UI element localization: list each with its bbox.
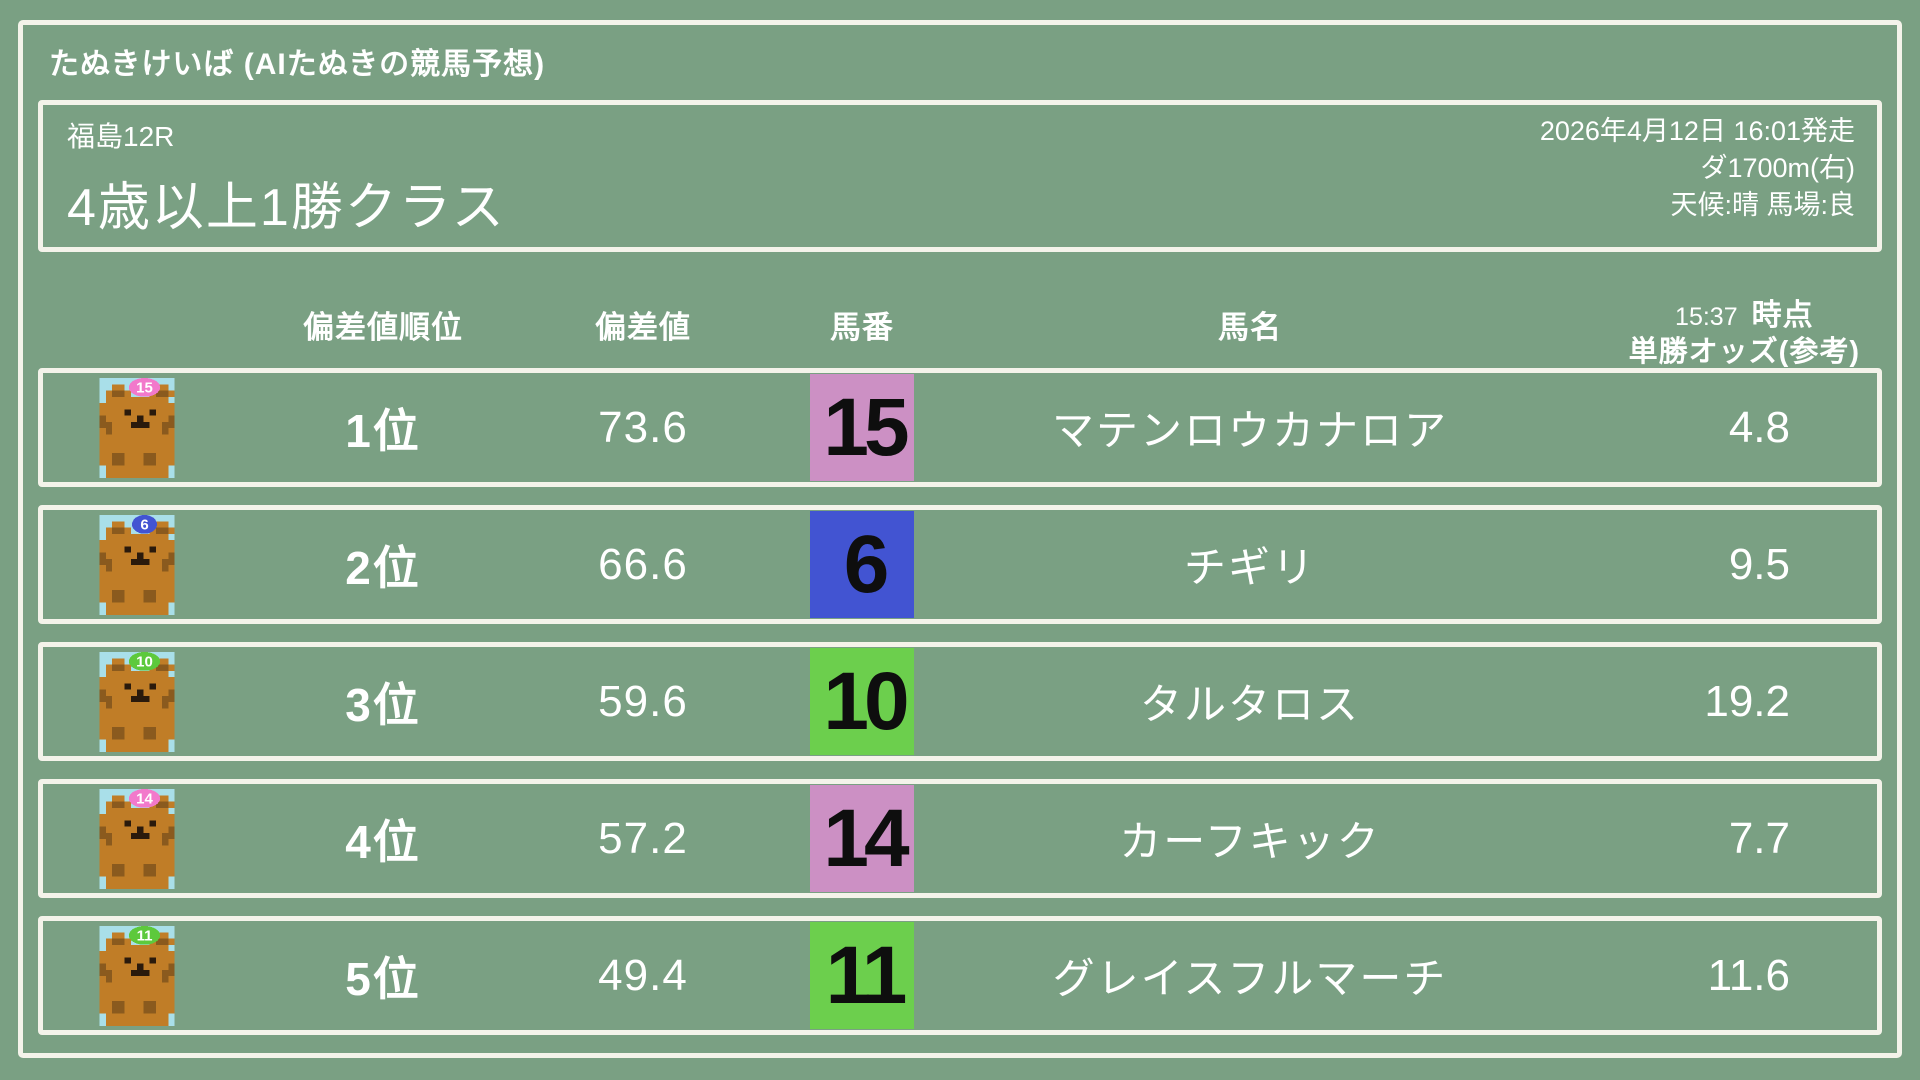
horse-number-box: 10 [810, 648, 914, 755]
odds-time-suffix: 時点 [1751, 299, 1814, 332]
svg-text:10: 10 [136, 653, 153, 670]
header-name: 馬名 [1218, 310, 1282, 345]
race-datetime: 2026年4月12日 16:01発走 [1539, 116, 1855, 146]
avatar-cell: 10 [43, 647, 193, 756]
header-rank: 偏差値順位 [303, 310, 463, 345]
prediction-table: 15 1位 73.6 15 マテンロウカナロア 4.8 6 2位 66.6 6 … [38, 368, 1882, 1035]
number-cell: 10 [713, 648, 1011, 755]
horse-name: マテンロウカナロア [1051, 407, 1448, 454]
horse-name: チギリ [1183, 544, 1316, 591]
header-odds: 15:37 時点 単勝オッズ(参考) [1489, 297, 1874, 370]
svg-text:15: 15 [136, 379, 153, 396]
tanuki-avatar-icon: 6 [97, 514, 177, 615]
header-odds-label: 単勝オッズ(参考) [1628, 336, 1860, 368]
odds-value: 11.6 [1707, 950, 1790, 1000]
race-info-box: 福島12R 4歳以上1勝クラス 2026年4月12日 16:01発走 ダ1700… [38, 100, 1882, 252]
table-header: 偏差値順位 偏差値 馬番 馬名 15:37 時点 単勝オッズ(参考) [38, 297, 1882, 370]
prediction-row: 6 2位 66.6 6 チギリ 9.5 [38, 505, 1882, 624]
rank-label: 1位 [345, 404, 421, 457]
tanuki-avatar-icon: 11 [97, 925, 177, 1026]
horse-number-box: 14 [810, 785, 914, 892]
number-cell: 14 [713, 785, 1011, 892]
svg-text:14: 14 [136, 790, 153, 807]
score-value: 73.6 [598, 402, 688, 452]
odds-value: 19.2 [1704, 676, 1790, 726]
tanuki-avatar-icon: 10 [97, 651, 177, 752]
odds-timestamp: 15:37 [1675, 303, 1738, 331]
prediction-row: 11 5位 49.4 11 グレイスフルマーチ 11.6 [38, 916, 1882, 1035]
horse-name: カーフキック [1119, 818, 1381, 865]
score-value: 66.6 [598, 539, 688, 589]
race-info-right: 2026年4月12日 16:01発走 ダ1700m(右) 天候:晴 馬場:良 [1540, 113, 1855, 224]
number-cell: 11 [713, 922, 1011, 1029]
horse-number-box: 15 [810, 374, 914, 481]
prediction-row: 14 4位 57.2 14 カーフキック 7.7 [38, 779, 1882, 898]
rank-label: 5位 [345, 952, 421, 1005]
tanuki-avatar-icon: 15 [97, 377, 177, 478]
prediction-row: 15 1位 73.6 15 マテンロウカナロア 4.8 [38, 368, 1882, 487]
horse-number-box: 6 [810, 511, 914, 618]
avatar-cell: 14 [43, 784, 193, 893]
horse-name: タルタロス [1139, 681, 1360, 728]
race-name: 4歳以上1勝クラス [67, 179, 506, 237]
rank-label: 4位 [345, 815, 421, 868]
race-info-left: 福島12R 4歳以上1勝クラス [67, 115, 1853, 240]
avatar-cell: 6 [43, 510, 193, 619]
race-course: ダ1700m(右) [1700, 153, 1855, 183]
header-number: 馬番 [830, 310, 894, 345]
rank-label: 3位 [345, 678, 421, 731]
avatar-cell: 15 [43, 373, 193, 482]
svg-text:6: 6 [140, 516, 148, 533]
horse-number-box: 11 [810, 922, 914, 1029]
rank-label: 2位 [345, 541, 421, 594]
number-cell: 6 [713, 511, 1011, 618]
outer-frame: たぬきけいば (AIたぬきの競馬予想) 福島12R 4歳以上1勝クラス 2026… [18, 20, 1902, 1058]
odds-value: 7.7 [1728, 813, 1790, 863]
svg-text:11: 11 [137, 927, 153, 944]
tanuki-avatar-icon: 14 [97, 788, 177, 889]
header-odds-time-line: 15:37 時点 [1629, 297, 1860, 335]
number-cell: 15 [713, 374, 1011, 481]
app-title: たぬきけいば (AIたぬきの競馬予想) [49, 48, 546, 81]
prediction-row: 10 3位 59.6 10 タルタロス 19.2 [38, 642, 1882, 761]
odds-value: 9.5 [1728, 539, 1790, 589]
avatar-cell: 11 [43, 921, 193, 1030]
score-value: 59.6 [598, 676, 688, 726]
header-score: 偏差値 [595, 310, 691, 345]
race-track-number: 福島12R [67, 121, 175, 152]
score-value: 49.4 [598, 950, 688, 1000]
header-avatar-spacer [38, 297, 193, 370]
score-value: 57.2 [598, 813, 688, 863]
odds-value: 4.8 [1728, 402, 1790, 452]
race-conditions: 天候:晴 馬場:良 [1670, 190, 1855, 220]
horse-name: グレイスフルマーチ [1052, 955, 1448, 1002]
